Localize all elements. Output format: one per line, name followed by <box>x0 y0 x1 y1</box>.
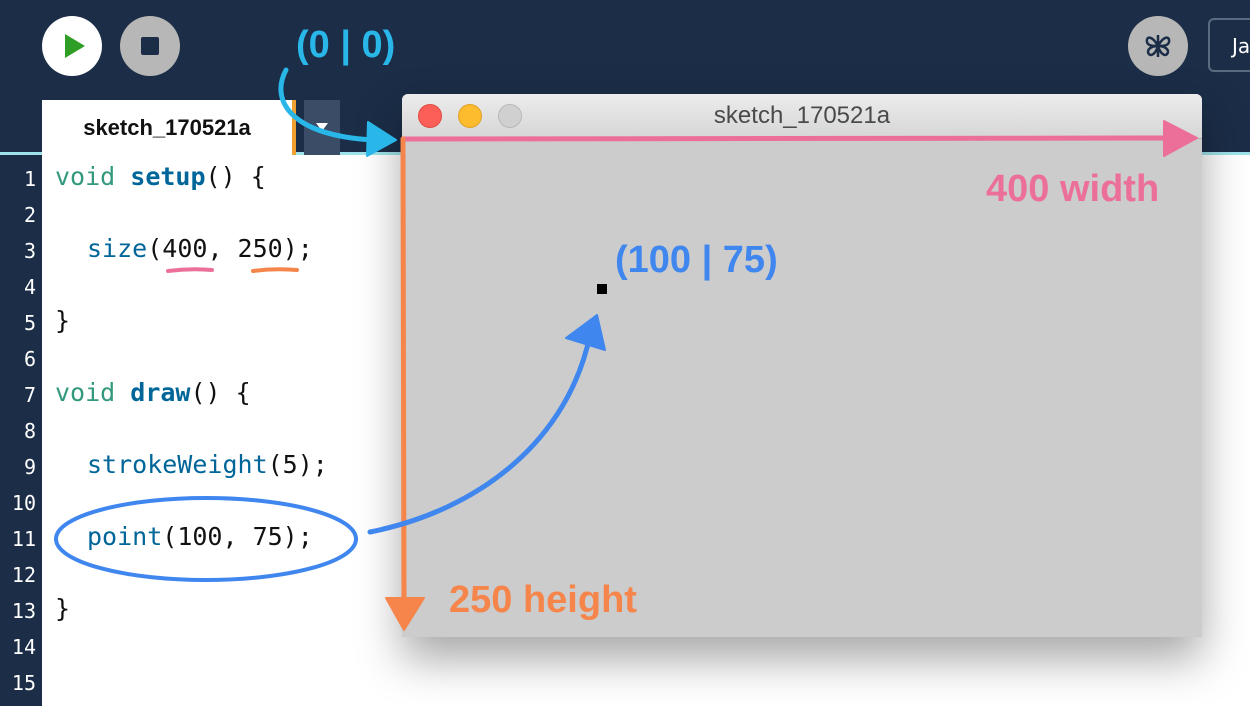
line-number: 11 <box>11 527 36 551</box>
butterfly-icon <box>1145 35 1171 57</box>
origin-arrow <box>278 67 375 143</box>
code-line-1[interactable]: void setup() { <box>55 162 266 191</box>
width-axis <box>400 135 1183 142</box>
function-call: strokeWeight <box>87 450 268 479</box>
point-call-circle <box>54 496 358 582</box>
window-titlebar[interactable]: sketch_170521a <box>402 94 1202 139</box>
code-text: ( <box>147 234 163 263</box>
height-axis <box>400 136 407 618</box>
line-number: 6 <box>23 347 36 371</box>
height-argument: 250 <box>237 234 283 263</box>
height-arrowhead <box>385 597 425 631</box>
window-title: sketch_170521a <box>713 102 891 129</box>
close-button[interactable] <box>418 104 442 128</box>
width-label: 400 width <box>986 168 1160 210</box>
point-arrow <box>367 332 593 535</box>
width-argument: 400 <box>162 234 208 263</box>
line-number: 14 <box>11 635 36 659</box>
keyword: void <box>55 378 116 407</box>
code-text: (5); <box>267 450 328 479</box>
line-number: 7 <box>23 383 36 407</box>
point-arrowhead <box>565 314 606 351</box>
width-arrowhead <box>1163 120 1198 157</box>
underline-width-arg <box>166 267 214 273</box>
line-number: 1 <box>23 167 36 191</box>
line-number: 12 <box>11 563 36 587</box>
play-icon <box>65 34 85 58</box>
code-text: () { <box>190 378 251 407</box>
code-text: (100, 75); <box>162 522 313 551</box>
line-number: 13 <box>11 599 36 623</box>
function-call: point <box>87 522 163 551</box>
sketch-window: sketch_170521a <box>402 94 1202 637</box>
zoom-button[interactable] <box>498 104 522 128</box>
line-number: 9 <box>23 455 36 479</box>
code-line-5[interactable]: } <box>55 306 71 335</box>
point-label: (100 | 75) <box>615 239 778 281</box>
toolbar <box>0 0 1250 100</box>
drawn-point <box>597 284 607 294</box>
origin-arrowhead <box>366 121 397 157</box>
function-name: setup <box>130 162 206 191</box>
function-call: size <box>87 234 148 263</box>
code-line-9[interactable]: strokeWeight(5); <box>87 450 328 479</box>
line-number: 5 <box>23 311 36 335</box>
code-line-11[interactable]: point(100, 75); <box>87 522 313 551</box>
keyword: void <box>55 162 116 191</box>
minimize-button[interactable] <box>458 104 482 128</box>
height-label: 250 height <box>449 579 637 621</box>
line-number-gutter: 1 2 3 4 5 6 7 8 9 10 11 12 13 14 15 <box>0 155 42 706</box>
chevron-down-icon <box>316 123 328 131</box>
mode-selector[interactable]: Ja <box>1208 18 1250 72</box>
line-number: 3 <box>23 239 36 263</box>
origin-label: (0 | 0) <box>296 24 396 66</box>
line-number: 15 <box>11 671 36 695</box>
stop-button[interactable] <box>120 16 180 76</box>
code-text: ); <box>282 234 313 263</box>
line-number: 4 <box>23 275 36 299</box>
tab-sketch[interactable]: sketch_170521a <box>42 100 296 155</box>
stop-icon <box>141 37 159 55</box>
line-number: 10 <box>11 491 36 515</box>
code-line-3[interactable]: size(400, 250); <box>87 234 313 263</box>
function-name: draw <box>130 378 191 407</box>
code-text: () { <box>205 162 266 191</box>
code-line-7[interactable]: void draw() { <box>55 378 251 407</box>
code-text: , <box>207 234 238 263</box>
run-button[interactable] <box>42 16 102 76</box>
line-number: 2 <box>23 203 36 227</box>
line-number: 8 <box>23 419 36 443</box>
debug-mode-button[interactable] <box>1128 16 1188 76</box>
code-line-13[interactable]: } <box>55 594 71 623</box>
underline-height-arg <box>251 267 299 273</box>
